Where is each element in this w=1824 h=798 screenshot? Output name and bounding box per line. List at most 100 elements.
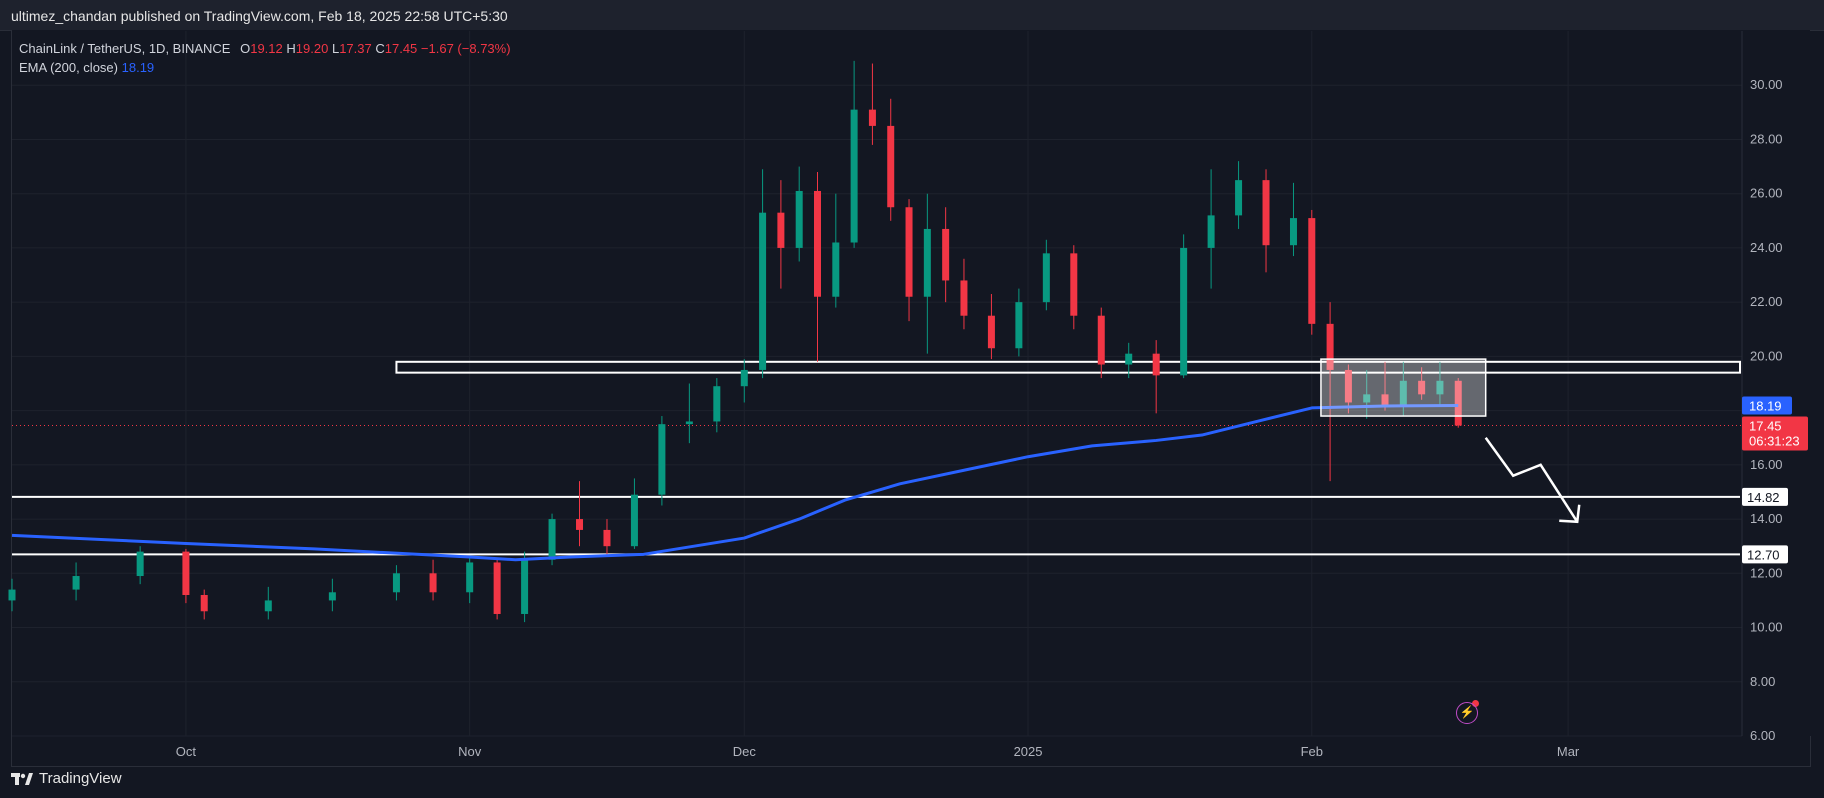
projection-arrow[interactable] [1484, 436, 1579, 523]
candle-down[interactable] [987, 315, 995, 349]
candle-down[interactable] [887, 125, 895, 208]
candle-down[interactable] [1308, 218, 1316, 324]
close-label: C [375, 41, 385, 56]
ema-label[interactable]: EMA (200, close) [19, 60, 118, 75]
candle-up[interactable] [72, 576, 80, 590]
candle-up[interactable] [264, 600, 272, 612]
candle-down[interactable] [1381, 394, 1389, 406]
y-tick-label: 10.00 [1750, 620, 1783, 635]
x-tick-label: Mar [1557, 744, 1580, 759]
candle-up[interactable] [136, 551, 144, 577]
candle-up[interactable] [795, 190, 803, 248]
ema-price-label: 18.19 [1749, 398, 1782, 413]
candle-up[interactable] [8, 589, 16, 601]
chart-frame[interactable] [11, 30, 1811, 767]
ema-row[interactable]: EMA (200, close) 18.19 [19, 58, 511, 77]
resistance-band[interactable] [395, 360, 1741, 374]
candle-up[interactable] [1125, 353, 1133, 365]
publisher-info: ultimez_chandan published on TradingView… [11, 8, 508, 24]
ema-price-label-bg [1742, 396, 1792, 415]
candle-up[interactable] [759, 212, 767, 370]
candle-up[interactable] [1180, 247, 1188, 376]
level-label-bg [1742, 545, 1788, 564]
lightning-icon[interactable]: ⚡ [1456, 702, 1478, 724]
candle-up[interactable] [1015, 302, 1023, 349]
candle-down[interactable] [1152, 353, 1160, 376]
y-tick-label: 28.00 [1750, 131, 1783, 146]
candle-up[interactable] [1042, 253, 1050, 303]
y-tick-label: 24.00 [1750, 240, 1783, 255]
tradingview-logo[interactable]: TradingView [11, 770, 122, 787]
brand-name: TradingView [39, 770, 122, 787]
candle-up[interactable] [850, 109, 858, 243]
candle-down[interactable] [576, 519, 584, 530]
candle-up[interactable] [521, 559, 529, 614]
x-tick-label: Dec [733, 744, 757, 759]
candle-down[interactable] [905, 207, 913, 297]
candle-down[interactable] [1418, 380, 1426, 395]
y-tick-label: 26.00 [1750, 186, 1783, 201]
candle-down[interactable] [429, 573, 437, 593]
candle-down[interactable] [1344, 369, 1352, 403]
high-value: 19.20 [295, 41, 329, 56]
last-price-label-bg [1742, 416, 1808, 451]
change-value: −1.67 (−8.73%) [420, 41, 511, 56]
symbol-name[interactable]: ChainLink / TetherUS, 1D, BINANCE [19, 41, 231, 56]
candle-up[interactable] [328, 592, 336, 601]
candle-up[interactable] [685, 421, 693, 425]
candle-up[interactable] [1399, 380, 1407, 406]
candle-up[interactable] [548, 519, 556, 560]
candle-down[interactable] [960, 280, 968, 316]
x-tick-label: Oct [176, 744, 197, 759]
price-axis[interactable] [1742, 31, 1812, 736]
projection-arrow-head [1559, 504, 1581, 524]
candle-up[interactable] [923, 228, 931, 297]
last-price-label: 17.45 [1749, 419, 1782, 434]
x-tick-label: Feb [1301, 744, 1323, 759]
candle-up[interactable] [832, 242, 840, 297]
candle-down[interactable] [493, 562, 501, 614]
y-tick-label: 8.00 [1750, 674, 1775, 689]
candle-up[interactable] [740, 369, 748, 387]
candle-up[interactable] [1436, 380, 1444, 395]
ema-line[interactable] [11, 403, 1459, 562]
candle-up[interactable] [392, 573, 400, 593]
candle-up[interactable] [1207, 215, 1215, 248]
candle-down[interactable] [814, 190, 822, 297]
y-tick-label: 14.00 [1750, 511, 1783, 526]
candle-up[interactable] [1363, 394, 1371, 403]
y-tick-label: 16.00 [1750, 457, 1783, 472]
candle-down[interactable] [200, 595, 208, 612]
candle-down[interactable] [1070, 253, 1078, 316]
candle-down[interactable] [777, 212, 785, 248]
symbol-row[interactable]: ChainLink / TetherUS, 1D, BINANCE O19.12… [19, 39, 511, 58]
candle-down[interactable] [868, 109, 876, 126]
footer-bar [0, 767, 1824, 798]
x-tick-label: Nov [458, 744, 482, 759]
y-tick-label: 22.00 [1750, 294, 1783, 309]
bar-countdown-label: 06:31:23 [1749, 434, 1800, 449]
candle-down[interactable] [1454, 380, 1462, 426]
candle-down[interactable] [1262, 180, 1270, 246]
level-label-bg [1742, 487, 1788, 506]
level-label: 14.82 [1747, 490, 1780, 505]
open-value: 19.12 [250, 41, 283, 56]
candle-down[interactable] [1326, 323, 1334, 370]
candle-up[interactable] [658, 424, 666, 495]
candle-down[interactable] [942, 228, 950, 281]
candle-up[interactable] [1235, 180, 1243, 216]
candle-down[interactable] [1097, 315, 1105, 365]
tradingview-logo-icon [11, 772, 33, 785]
consolidation-box[interactable] [1320, 358, 1487, 417]
high-label: H [286, 41, 296, 56]
candle-up[interactable] [630, 494, 638, 547]
candle-up[interactable] [466, 562, 474, 593]
low-value: 17.37 [339, 41, 372, 56]
candle-up[interactable] [1289, 218, 1297, 246]
x-tick-label: 2025 [1014, 744, 1043, 759]
candle-down[interactable] [603, 529, 611, 547]
candle-down[interactable] [182, 551, 190, 595]
y-tick-label: 20.00 [1750, 348, 1783, 363]
candle-up[interactable] [713, 386, 721, 422]
